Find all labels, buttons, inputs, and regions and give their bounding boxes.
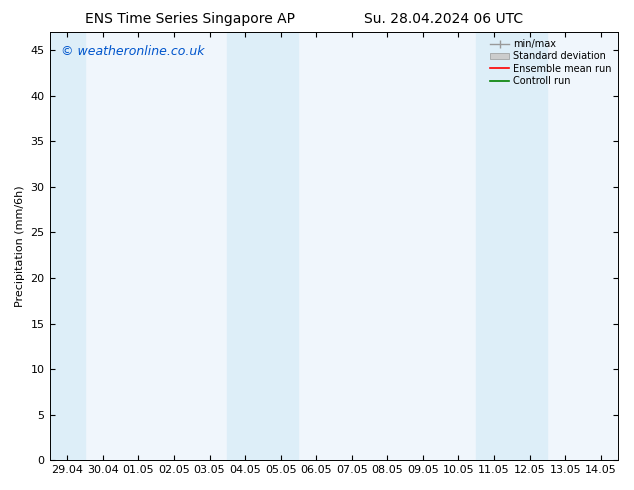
Y-axis label: Precipitation (mm/6h): Precipitation (mm/6h) xyxy=(15,185,25,307)
Legend: min/max, Standard deviation, Ensemble mean run, Controll run: min/max, Standard deviation, Ensemble me… xyxy=(488,37,614,88)
Bar xyxy=(228,32,299,460)
Bar xyxy=(476,32,547,460)
Bar xyxy=(49,32,85,460)
Text: © weatheronline.co.uk: © weatheronline.co.uk xyxy=(61,45,204,58)
Text: Su. 28.04.2024 06 UTC: Su. 28.04.2024 06 UTC xyxy=(365,12,523,26)
Text: ENS Time Series Singapore AP: ENS Time Series Singapore AP xyxy=(85,12,295,26)
